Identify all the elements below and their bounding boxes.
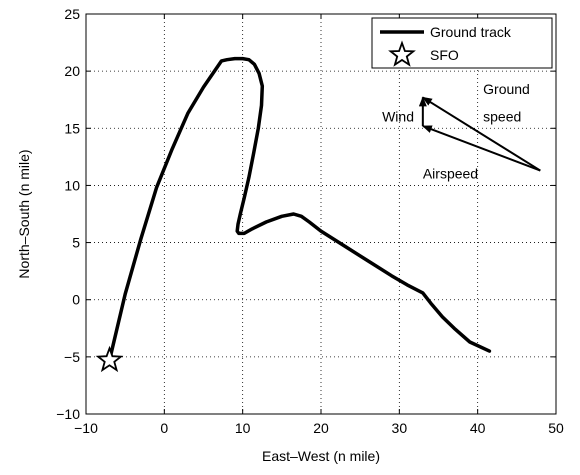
- x-tick-label: 20: [313, 420, 329, 436]
- annotation-wind: Wind: [382, 108, 414, 124]
- ground-speed-arrow: [421, 96, 541, 172]
- annotations: Wind Ground speed Airspeed: [382, 81, 530, 182]
- sfo-star-icon: [95, 345, 124, 373]
- ground-track-line: [107, 56, 492, 363]
- legend-sfo-star-icon: [388, 40, 416, 67]
- x-tick-label: 0: [160, 420, 168, 436]
- sfo-marker-group: [95, 345, 124, 373]
- annotation-ground: Ground: [483, 81, 530, 97]
- x-tick-label: 30: [392, 420, 408, 436]
- annotation-airspeed: Airspeed: [423, 166, 478, 182]
- airspeed-arrow: [421, 125, 541, 172]
- y-axis-label: North–South (n mile): [16, 149, 32, 278]
- x-tick-label: −10: [74, 420, 98, 436]
- x-tick-label: 40: [470, 420, 486, 436]
- y-tick-label: 5: [72, 235, 80, 251]
- y-tick-label: 0: [72, 292, 80, 308]
- y-tick-label: 15: [64, 120, 80, 136]
- legend-sfo-label: SFO: [430, 47, 459, 63]
- y-tick-label: 20: [64, 63, 80, 79]
- x-tick-label: 10: [235, 420, 251, 436]
- x-tick-label: 50: [548, 420, 564, 436]
- velocity-vectors: [418, 96, 541, 172]
- grid: [86, 14, 556, 414]
- axis-ticks: −10 0 10 20 30 40 50 −10 −5 0 5 10 15 20 25: [56, 6, 564, 436]
- y-tick-label: −10: [56, 406, 80, 422]
- y-tick-label: 25: [64, 6, 80, 22]
- x-axis-label: East–West (n mile): [262, 448, 380, 464]
- annotation-speed: speed: [483, 108, 521, 124]
- y-tick-label: 10: [64, 177, 80, 193]
- legend: Ground track SFO: [371, 17, 553, 69]
- y-tick-label: −5: [64, 349, 80, 365]
- legend-ground-track-label: Ground track: [430, 24, 512, 40]
